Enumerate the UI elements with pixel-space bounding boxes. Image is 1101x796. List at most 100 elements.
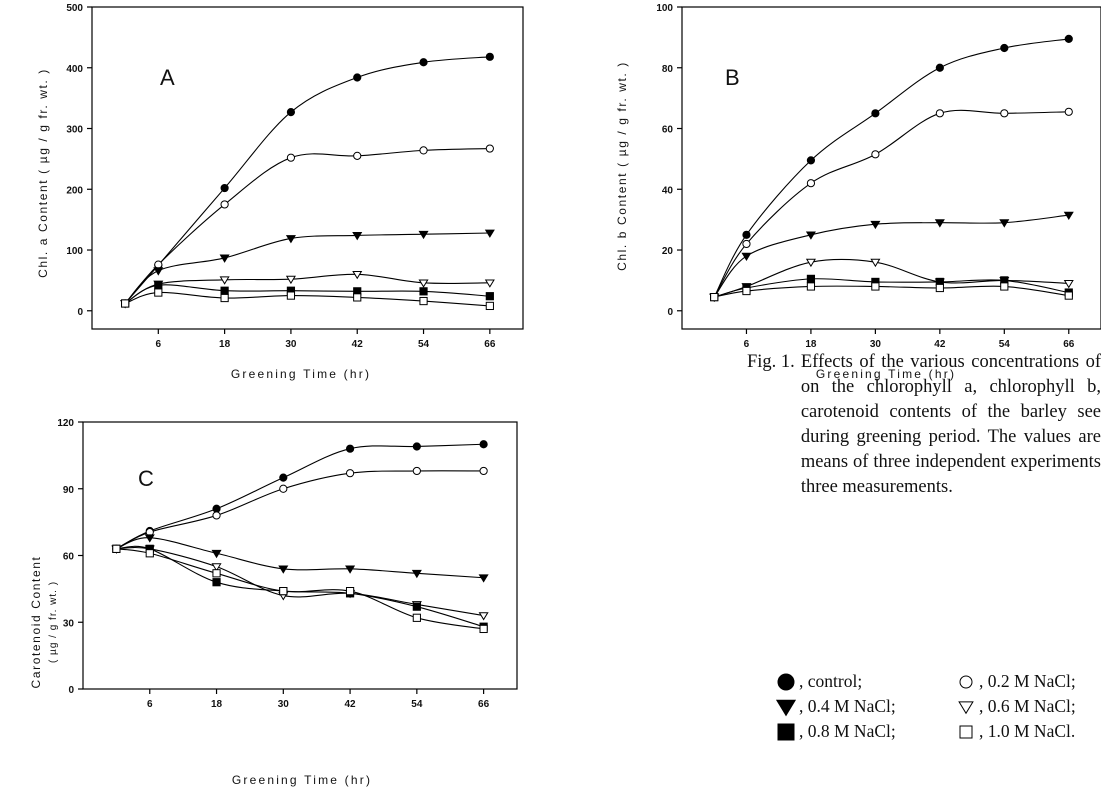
- y-axis-label-c-line1: Carotenoid Content: [29, 556, 43, 689]
- x-tick-label: 6: [147, 699, 153, 710]
- filled-square-icon: [776, 722, 799, 742]
- series-line-control: [124, 56, 490, 304]
- legend-item-0-6m: , 0.6 M NaCl;: [956, 696, 1076, 717]
- data-point-0-8-m-nacl: [220, 286, 229, 295]
- data-point-control: [871, 109, 880, 118]
- data-point-0-2-m-nacl: [412, 466, 421, 476]
- data-point-0-6-m-nacl: [1063, 280, 1074, 289]
- data-point-1-0-m-nacl: [871, 282, 880, 291]
- data-point-0-4-m-nacl: [278, 565, 289, 574]
- data-point-0-4-m-nacl: [219, 254, 230, 263]
- series-line-control: [713, 38, 1069, 298]
- data-point-1-0-m-nacl: [710, 293, 719, 302]
- x-tick-label: 18: [211, 699, 223, 710]
- caption-number: Fig. 1.: [747, 352, 795, 372]
- data-point-0-2-m-nacl: [485, 144, 494, 153]
- legend-item-0-4m: , 0.4 M NaCl;: [776, 696, 896, 717]
- data-point-0-2-m-nacl: [1064, 107, 1073, 116]
- plot-frame: [681, 6, 1101, 330]
- data-point-0-8-m-nacl: [485, 292, 494, 301]
- data-point-1-0-m-nacl: [279, 587, 288, 596]
- x-tick-label: 6: [744, 339, 750, 350]
- y-tick-label: 0: [77, 307, 83, 318]
- series-line-0-6-m-nacl: [714, 258, 1069, 298]
- data-point-1-0-m-nacl: [742, 286, 751, 296]
- data-point-1-0-m-nacl: [479, 624, 488, 634]
- data-point-0-2-m-nacl: [742, 239, 751, 249]
- y-tick-label: 40: [662, 185, 674, 196]
- data-point-control: [1000, 43, 1009, 53]
- data-point-0-2-m-nacl: [345, 469, 355, 478]
- series-line-0-2-m-nacl: [713, 109, 1069, 298]
- data-point-1-0-m-nacl: [419, 296, 428, 306]
- y-tick-label: 120: [57, 418, 74, 429]
- data-point-0-2-m-nacl: [806, 179, 816, 188]
- x-tick-label: 18: [805, 339, 817, 350]
- legend: , control; , 0.2 M NaCl; , 0.4 M NaCl; ,…: [776, 671, 1101, 746]
- data-point-0-4-m-nacl: [870, 220, 881, 230]
- data-point-0-4-m-nacl: [211, 549, 222, 559]
- panel-label-b: B: [725, 65, 740, 90]
- data-point-0-6-m-nacl: [418, 279, 429, 288]
- legend-label: , 0.4 M NaCl;: [799, 696, 896, 716]
- open-square-icon: [956, 722, 979, 742]
- data-point-1-0-m-nacl: [154, 288, 163, 297]
- x-tick-label: 30: [870, 339, 882, 350]
- y-tick-label: 100: [656, 3, 673, 14]
- data-point-0-2-m-nacl: [212, 511, 221, 520]
- legend-label: , 0.8 M NaCl;: [799, 721, 896, 741]
- y-tick-label: 0: [667, 307, 673, 318]
- data-point-0-4-m-nacl: [153, 267, 164, 276]
- data-point-0-2-m-nacl: [220, 200, 229, 209]
- figure-caption: Fig. 1. Effects of the various concentra…: [747, 350, 1101, 500]
- data-point-0-6-m-nacl: [219, 276, 230, 285]
- data-point-0-2-m-nacl: [279, 484, 288, 493]
- caption-text: Effects of the various concentrations of…: [800, 352, 1101, 497]
- x-tick-label: 54: [411, 699, 423, 710]
- x-axis-label-b: Greening Time (hr): [816, 367, 956, 381]
- data-point-control: [1064, 34, 1073, 43]
- data-point-0-8-m-nacl: [419, 287, 428, 296]
- chart-a: 6 18 30 42 54 66 0 100 200 300 400 500 A Greening T…: [36, 3, 524, 381]
- y-tick-label: 100: [66, 246, 83, 257]
- data-point-0-2-m-nacl: [871, 150, 880, 159]
- panel-label-c: C: [138, 466, 154, 491]
- data-point-0-2-m-nacl: [353, 151, 362, 160]
- data-point-0-2-m-nacl: [419, 146, 428, 155]
- open-triangle-down-icon: [956, 697, 979, 717]
- series-line-0-6-m-nacl: [116, 546, 484, 617]
- chart-c: 6 18 30 42 54 66 0 30 60 90 120 C Greening Time (h…: [29, 418, 518, 787]
- series-line-1-0-m-nacl: [124, 291, 490, 307]
- series-line-0-2-m-nacl: [116, 470, 484, 550]
- data-point-0-4-m-nacl: [144, 534, 155, 543]
- data-point-control: [212, 504, 221, 513]
- x-tick-label: 54: [999, 339, 1011, 350]
- data-point-0-2-m-nacl: [154, 260, 163, 269]
- data-point-0-8-m-nacl: [212, 578, 221, 587]
- y-tick-label: 0: [68, 685, 74, 696]
- y-tick-label: 500: [66, 3, 83, 14]
- open-circle-icon: [956, 672, 979, 692]
- data-point-1-0-m-nacl: [935, 283, 944, 293]
- data-point-0-4-m-nacl: [1063, 211, 1074, 221]
- y-tick-label: 60: [63, 552, 75, 563]
- data-point-1-0-m-nacl: [345, 587, 355, 596]
- x-tick-label: 66: [478, 699, 490, 710]
- series-line-0-6-m-nacl: [124, 273, 490, 304]
- data-point-1-0-m-nacl: [121, 299, 130, 308]
- filled-circle-icon: [776, 672, 799, 692]
- data-point-0-4-m-nacl: [418, 230, 429, 240]
- y-axis-label-b: Chl. b Content ( µg / g fr. wt. ): [615, 61, 629, 271]
- data-point-1-0-m-nacl: [286, 291, 296, 300]
- series-line-1-0-m-nacl: [714, 285, 1069, 298]
- data-point-0-4-m-nacl: [484, 229, 495, 238]
- panel-label-a: A: [160, 65, 175, 90]
- x-tick-label: 66: [484, 339, 496, 350]
- data-point-control: [345, 444, 355, 453]
- series-line-1-0-m-nacl: [116, 548, 484, 630]
- x-tick-label: 6: [156, 339, 162, 350]
- x-tick-label: 54: [418, 339, 430, 350]
- data-point-0-8-m-nacl: [154, 281, 163, 290]
- data-point-0-6-m-nacl: [870, 258, 881, 268]
- data-point-control: [353, 73, 362, 82]
